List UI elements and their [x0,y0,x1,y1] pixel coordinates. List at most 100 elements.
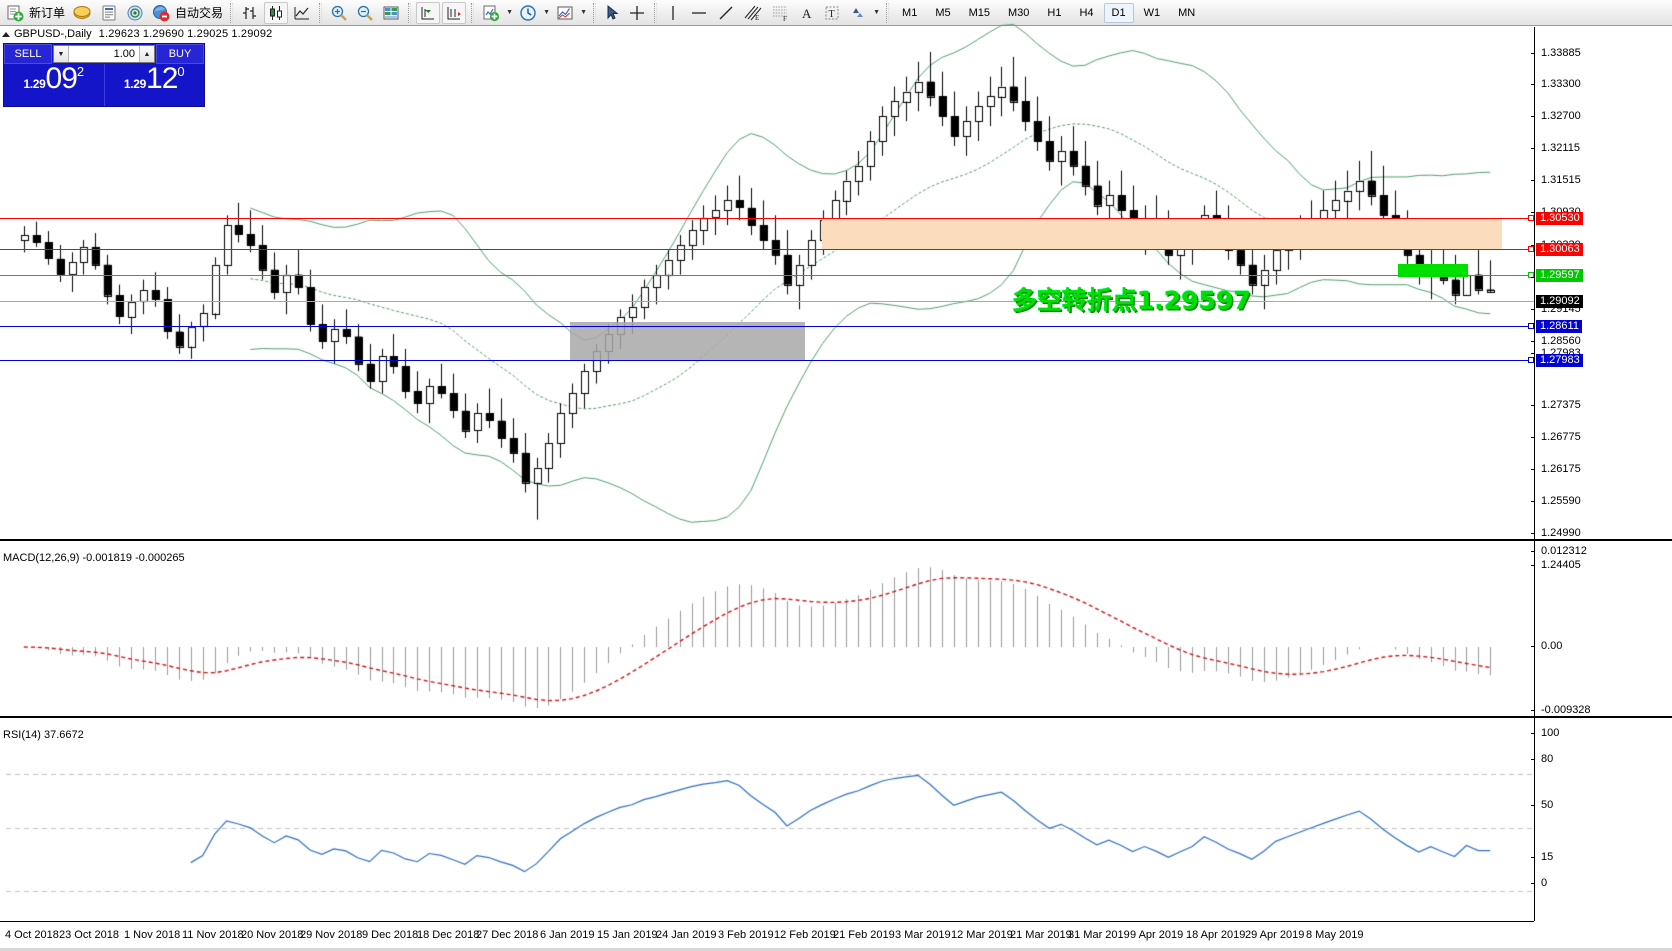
price-axis-label: 1.33300 [1541,78,1581,90]
price-axis-label: 1.31515 [1541,174,1581,186]
date-axis-label: 20 Nov 2018 [241,929,304,941]
resistance-lower-line[interactable] [0,249,1534,250]
price-level-chip[interactable]: 1.30530 [1536,212,1583,225]
volume-decrease-icon[interactable]: ▼ [54,46,69,62]
green-marker-rect[interactable] [1398,264,1468,277]
rsi-axis-label: 15 [1541,851,1554,863]
price-axis-label: 1.24990 [1541,527,1581,539]
macd-axis-label: -0.009328 [1541,704,1591,716]
price-axis-label: 1.27375 [1541,399,1581,411]
buy-button[interactable]: BUY [156,44,204,64]
resistance-lower-handle[interactable] [1528,246,1534,252]
date-axis-label: 9 Dec 2018 [362,929,419,941]
macd-axis-tick [1531,551,1535,552]
date-axis-label: 24 Jan 2019 [656,929,717,941]
support-lower-line[interactable] [0,360,1534,361]
price-axis-tick [1531,565,1535,566]
sell-price-superscript: 2 [76,64,85,79]
volume-stepper[interactable]: ▼ 1.00 ▲ [53,45,155,63]
date-axis-label: 21 Mar 2019 [1010,929,1072,941]
resistance-upper-line[interactable] [0,218,1534,219]
date-axis-label: 23 Oct 2018 [59,929,119,941]
price-axis-label: 1.32115 [1541,142,1580,154]
date-axis-label: 12 Mar 2019 [951,929,1013,941]
date-axis-label: 3 Feb 2019 [718,929,774,941]
rsi-axis-tick [1531,733,1535,734]
rsi-axis-tick [1531,883,1535,884]
trade-panel-top-row: SELL ▼ 1.00 ▲ BUY [4,44,204,64]
price-axis-tick [1531,437,1535,438]
rsi-axis-label: 80 [1541,753,1554,765]
price-axis-label: 1.28560 [1541,335,1581,347]
sell-button[interactable]: SELL [4,44,52,64]
date-axis-label: 31 Mar 2019 [1068,929,1130,941]
date-axis-label: 29 Apr 2019 [1245,929,1305,941]
volume-input[interactable]: 1.00 [69,46,139,62]
date-axis-label: 8 May 2019 [1306,929,1364,941]
price-axis-tick [1531,148,1535,149]
price-axis-tick [1531,212,1535,213]
price-level-chip[interactable]: 1.29092 [1536,295,1583,308]
price-axis-label: 1.27983 [1541,347,1581,359]
price-axis-tick [1531,84,1535,85]
one-click-trade-panel: SELL ▼ 1.00 ▲ BUY 1.29 09 2 1.29 12 0 [3,43,205,107]
price-level-chip[interactable]: 1.29597 [1536,269,1583,282]
rsi-axis-tick [1531,805,1535,806]
macd-caption: MACD(12,26,9) -0.001819 -0.000265 [3,552,185,564]
price-axis-tick [1531,116,1535,117]
date-axis: 4 Oct 2018 23 Oct 2018 1 Nov 2018 11 Nov 20… [0,921,1672,951]
support-lower-handle[interactable] [1528,357,1534,363]
price-axis-tick [1531,180,1535,181]
buy-price-big: 12 [146,62,178,95]
orange-zone-rect[interactable] [822,219,1502,250]
date-axis-label: 1 Nov 2018 [124,929,181,941]
price-axis-label: 1.25590 [1541,495,1581,507]
volume-increase-icon[interactable]: ▲ [139,46,154,62]
macd-axis-tick [1531,710,1535,711]
price-axis-tick [1531,405,1535,406]
price-level-chip[interactable]: 1.28611 [1536,320,1582,333]
price-level-chip[interactable]: 1.30063 [1536,243,1583,256]
price-axis-label: 1.24405 [1541,559,1581,571]
chart-annotation-text[interactable]: 多空转折点1.29597 [1012,286,1251,315]
price-axis-divider [1534,27,1535,921]
pivot-green-line[interactable] [0,275,1534,276]
price-axis-tick [1531,53,1535,54]
rsi-pane-separator [0,716,1672,718]
price-level-chip[interactable]: 1.27983 [1536,354,1583,367]
rsi-axis-label: 0 [1541,877,1548,889]
last-price-line[interactable] [0,301,1534,302]
date-axis-label: 21 Feb 2019 [833,929,895,941]
price-axis-tick [1531,469,1535,470]
date-axis-label: 11 Nov 2018 [182,929,244,941]
sell-price-prefix: 1.29 [23,77,46,91]
date-axis-label: 15 Jan 2019 [597,929,658,941]
sell-price[interactable]: 1.29 09 2 [4,64,104,106]
support-upper-line[interactable] [0,326,1534,327]
date-axis-label: 29 Nov 2018 [300,929,363,941]
rsi-axis-label: 100 [1541,727,1560,739]
support-upper-handle[interactable] [1528,323,1534,329]
buy-price-superscript: 0 [177,64,185,79]
buy-price-prefix: 1.29 [123,77,147,91]
date-axis-label: 3 Mar 2019 [895,929,951,941]
date-axis-label: 4 Oct 2018 [5,929,59,941]
rsi-axis-tick [1531,857,1535,858]
price-axis-label: 1.32700 [1541,110,1581,122]
date-axis-label: 6 Jan 2019 [540,929,595,941]
rsi-caption: RSI(14) 37.6672 [3,729,84,741]
price-axis-tick [1531,533,1535,534]
gray-zone-rect[interactable] [570,322,805,360]
resistance-upper-handle[interactable] [1528,215,1534,221]
date-axis-label: 18 Apr 2019 [1186,929,1246,941]
price-axis-label: 1.26175 [1541,463,1581,475]
date-axis-label: 27 Dec 2018 [476,929,539,941]
price-axis-tick [1531,309,1535,310]
price-axis-label: 1.33885 [1541,47,1581,59]
buy-price[interactable]: 1.29 12 0 [103,62,205,106]
date-axis-label: 12 Feb 2019 [774,929,836,941]
macd-axis-label: 0.00 [1541,640,1563,652]
date-axis-rule [0,921,1534,922]
